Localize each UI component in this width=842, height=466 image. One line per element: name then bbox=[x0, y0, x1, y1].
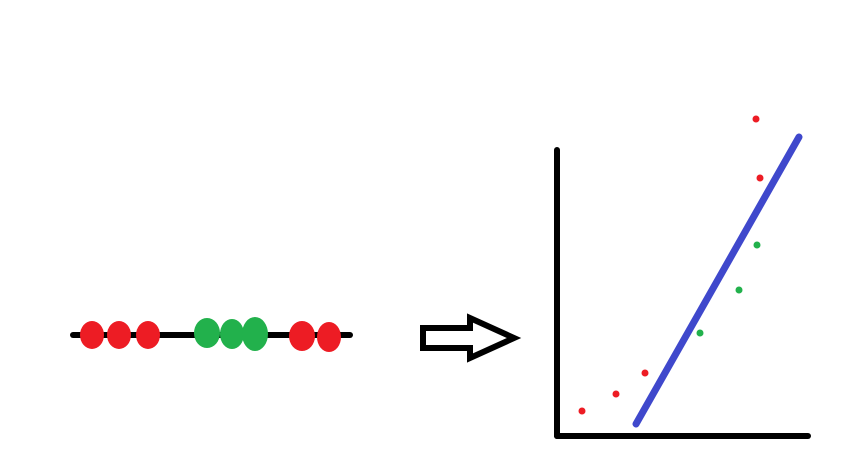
right-point-8 bbox=[752, 115, 760, 123]
right-points bbox=[578, 115, 764, 415]
right-point-1 bbox=[578, 407, 586, 415]
right-point-3 bbox=[641, 369, 649, 377]
left-point-2 bbox=[107, 321, 131, 349]
left-point-4 bbox=[194, 318, 220, 348]
right-point-4 bbox=[696, 329, 704, 337]
right-point-6 bbox=[753, 241, 761, 249]
right-point-2 bbox=[612, 390, 620, 398]
left-point-1 bbox=[80, 321, 104, 349]
left-point-7 bbox=[289, 321, 315, 351]
left-point-3 bbox=[136, 321, 160, 349]
right-point-7 bbox=[756, 174, 764, 182]
left-point-6 bbox=[242, 317, 268, 351]
right-point-5 bbox=[735, 286, 743, 294]
hollow-right-arrow-icon bbox=[420, 313, 522, 363]
left-point-8 bbox=[317, 322, 341, 352]
separating-line bbox=[632, 133, 803, 428]
right-panel bbox=[554, 115, 811, 439]
left-points bbox=[80, 317, 341, 352]
left-panel bbox=[70, 317, 353, 352]
left-point-5 bbox=[220, 319, 244, 349]
